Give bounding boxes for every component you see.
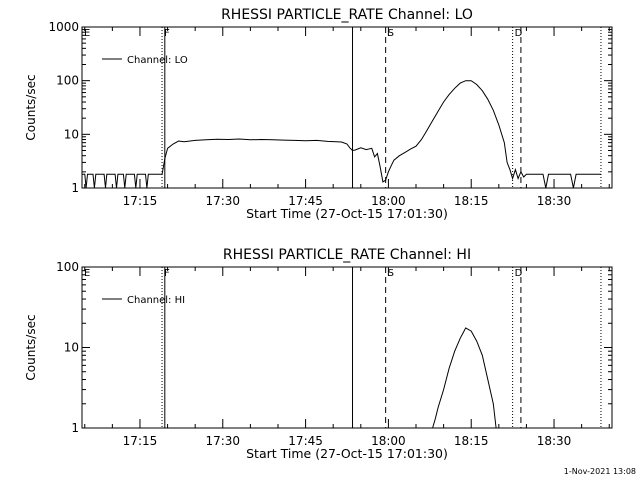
legend-entry: Channel: LO bbox=[127, 55, 188, 66]
y-axis-label: Counts/sec bbox=[24, 74, 38, 140]
y-axis-label: Counts/sec bbox=[24, 314, 38, 380]
event-marker-label: F bbox=[164, 28, 170, 39]
x-axis-label: Start Time (27-Oct-15 17:01:30) bbox=[246, 446, 448, 461]
event-marker-label: E bbox=[84, 28, 90, 39]
series-line bbox=[432, 327, 497, 429]
x-tick-label: 18:15 bbox=[454, 194, 489, 208]
x-axis-label: Start Time (27-Oct-15 17:01:30) bbox=[246, 206, 448, 221]
y-tick-label: 100 bbox=[56, 74, 79, 88]
figure-timestamp: 1-Nov-2021 13:08 bbox=[564, 467, 636, 476]
x-tick-label: 18:00 bbox=[371, 194, 406, 208]
plot-frame bbox=[81, 26, 613, 189]
series-line bbox=[82, 80, 601, 189]
y-tick-label: 1000 bbox=[48, 20, 79, 34]
x-tick-label: 18:00 bbox=[371, 434, 406, 448]
x-tick-label: 18:30 bbox=[537, 194, 572, 208]
y-tick-label: 1 bbox=[71, 421, 79, 435]
y-tick-label: 10 bbox=[64, 341, 79, 355]
y-tick-label: 10 bbox=[64, 127, 79, 141]
chart-panel-1: RHESSI PARTICLE_RATE Channel: LO 1 10 100 10… bbox=[24, 7, 613, 221]
chart-panel-2: RHESSI PARTICLE_RATE Channel: HI 1 10 100 17… bbox=[24, 247, 613, 461]
event-marker-label: S bbox=[388, 268, 394, 279]
x-tick-label: 17:45 bbox=[288, 194, 323, 208]
x-tick-label: 17:30 bbox=[205, 194, 240, 208]
chart-title: RHESSI PARTICLE_RATE Channel: HI bbox=[223, 247, 471, 263]
x-tick-label: 17:30 bbox=[205, 434, 240, 448]
event-marker-label: F bbox=[164, 268, 170, 279]
event-marker-label: E bbox=[84, 268, 90, 279]
x-tick-label: 18:30 bbox=[537, 434, 572, 448]
x-tick-label: 17:15 bbox=[123, 434, 158, 448]
x-tick-label: 17:45 bbox=[288, 434, 323, 448]
event-marker-label: D bbox=[515, 268, 523, 279]
x-tick-label: 18:15 bbox=[454, 434, 489, 448]
x-tick-label: 17:15 bbox=[123, 194, 158, 208]
event-marker-label: D bbox=[515, 28, 523, 39]
legend-entry: Channel: HI bbox=[127, 295, 185, 306]
y-tick-label: 100 bbox=[56, 260, 79, 274]
event-marker-label: S bbox=[388, 28, 394, 39]
y-tick-label: 1 bbox=[71, 181, 79, 195]
chart-title: RHESSI PARTICLE_RATE Channel: LO bbox=[221, 7, 473, 23]
